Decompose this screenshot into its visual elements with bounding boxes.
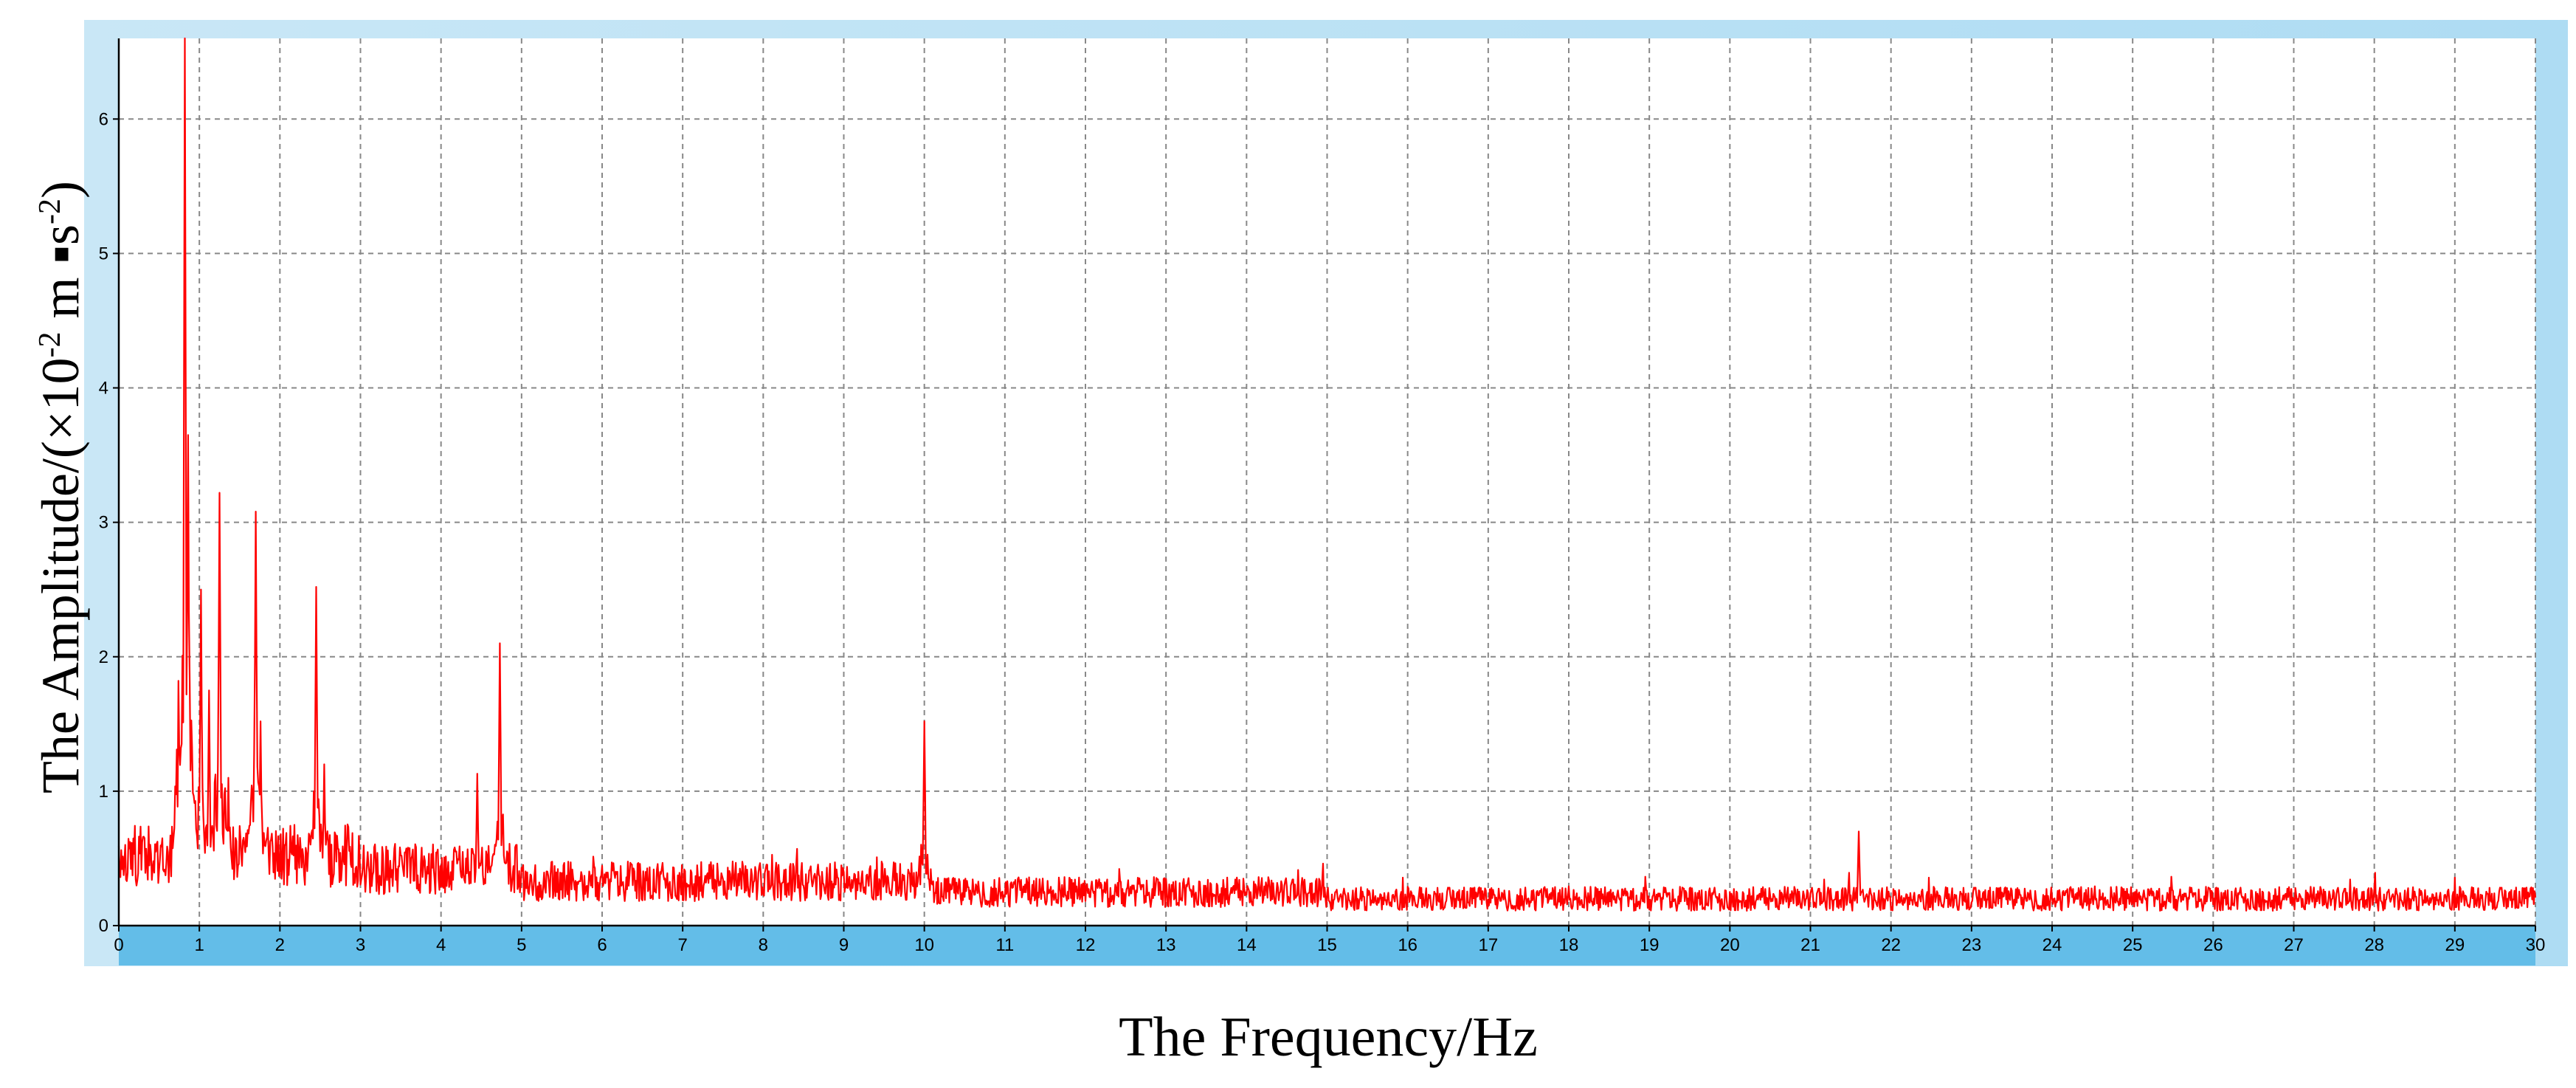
y-tick-label: 4 — [99, 379, 108, 399]
x-tick-label: 28 — [2364, 935, 2384, 955]
x-tick-label: 21 — [1800, 935, 1820, 955]
x-tick-label: 20 — [1720, 935, 1740, 955]
x-tick-label: 1 — [194, 935, 204, 955]
x-tick-label: 14 — [1237, 935, 1257, 955]
y-axis-title-exponent: -2 — [33, 331, 67, 358]
x-tick-label: 13 — [1156, 935, 1176, 955]
x-tick-label: 17 — [1478, 935, 1498, 955]
y-axis-title-main: The Amplitude/(×10 — [31, 357, 90, 794]
y-axis-title-unit-exponent: -2 — [33, 198, 67, 224]
x-tick-label: 8 — [759, 935, 768, 955]
x-tick-label: 10 — [914, 935, 934, 955]
grid — [119, 38, 2536, 926]
x-tick-label: 15 — [1317, 935, 1337, 955]
y-axis-ticks: 0 1 2 3 4 5 6 — [99, 109, 119, 936]
spectrum-series-line — [117, 37, 2537, 912]
x-tick-label: 12 — [1076, 935, 1096, 955]
x-tick-label: 9 — [839, 935, 849, 955]
y-axis-title-close: ) — [31, 180, 90, 199]
x-tick-label: 4 — [436, 935, 446, 955]
x-axis-band — [119, 926, 2535, 965]
y-axis-title: The Amplitude/(×10-2 m ▪s-2) — [13, 118, 90, 856]
x-tick-label: 7 — [677, 935, 687, 955]
y-axis-title-unit: m ▪s — [31, 224, 90, 332]
x-tick-label: 6 — [597, 935, 607, 955]
x-tick-label: 2 — [275, 935, 285, 955]
x-tick-label: 29 — [2445, 935, 2465, 955]
x-axis-title: The Frequency/Hz — [1119, 1006, 1538, 1068]
y-tick-label: 5 — [99, 244, 108, 264]
y-tick-label: 1 — [99, 782, 108, 802]
x-tick-label: 11 — [995, 935, 1014, 955]
x-axis-ticks: 0 1 2 3 4 5 6 7 8 9 10 11 12 13 14 15 16 17 18 19 20 21 22 23 24… — [114, 926, 2545, 955]
x-tick-label: 30 — [2526, 935, 2546, 955]
y-tick-label: 3 — [99, 513, 108, 533]
x-tick-label: 24 — [2043, 935, 2062, 955]
x-tick-label: 27 — [2284, 935, 2304, 955]
x-axis-bar — [119, 926, 2535, 965]
x-tick-label: 5 — [517, 935, 526, 955]
x-tick-label: 18 — [1559, 935, 1579, 955]
x-tick-label: 26 — [2203, 935, 2223, 955]
x-tick-label: 23 — [1961, 935, 1981, 955]
x-tick-label: 22 — [1881, 935, 1901, 955]
y-tick-label: 0 — [99, 916, 108, 936]
x-tick-label: 16 — [1398, 935, 1418, 955]
x-tick-label: 0 — [114, 935, 123, 955]
series-layer — [117, 37, 2537, 912]
y-tick-label: 6 — [99, 109, 108, 129]
x-tick-label: 19 — [1640, 935, 1660, 955]
x-tick-label: 3 — [356, 935, 365, 955]
y-tick-label: 2 — [99, 647, 108, 667]
x-tick-label: 25 — [2123, 935, 2143, 955]
